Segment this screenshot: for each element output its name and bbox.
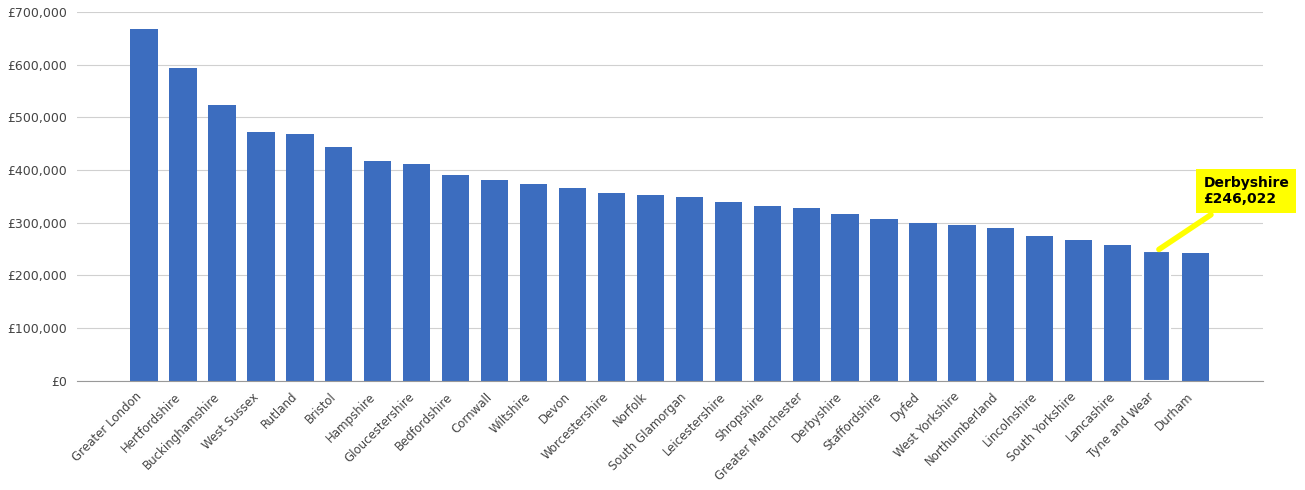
Bar [130,29,158,381]
Bar [559,188,586,381]
Bar [519,184,547,381]
Bar [987,228,1014,381]
Bar [364,162,392,381]
Bar [482,180,508,381]
Bar [248,132,274,381]
Bar [1182,253,1210,381]
Bar [792,208,820,381]
Bar [949,225,976,381]
Bar [209,105,236,381]
Bar [676,197,703,381]
Bar [325,147,352,381]
Text: Derbyshire
£246,022: Derbyshire £246,022 [1159,176,1289,249]
Bar [637,195,664,381]
Bar [753,206,780,381]
Bar [598,193,625,381]
Bar [1143,251,1171,381]
Bar [831,214,859,381]
Bar [286,134,313,381]
Bar [442,175,470,381]
Bar [403,164,431,381]
Bar [910,222,937,381]
Bar [1104,245,1131,381]
Bar [1026,236,1053,381]
Bar [1065,240,1092,381]
Bar [715,201,741,381]
Bar [870,219,898,381]
Bar [170,68,197,381]
